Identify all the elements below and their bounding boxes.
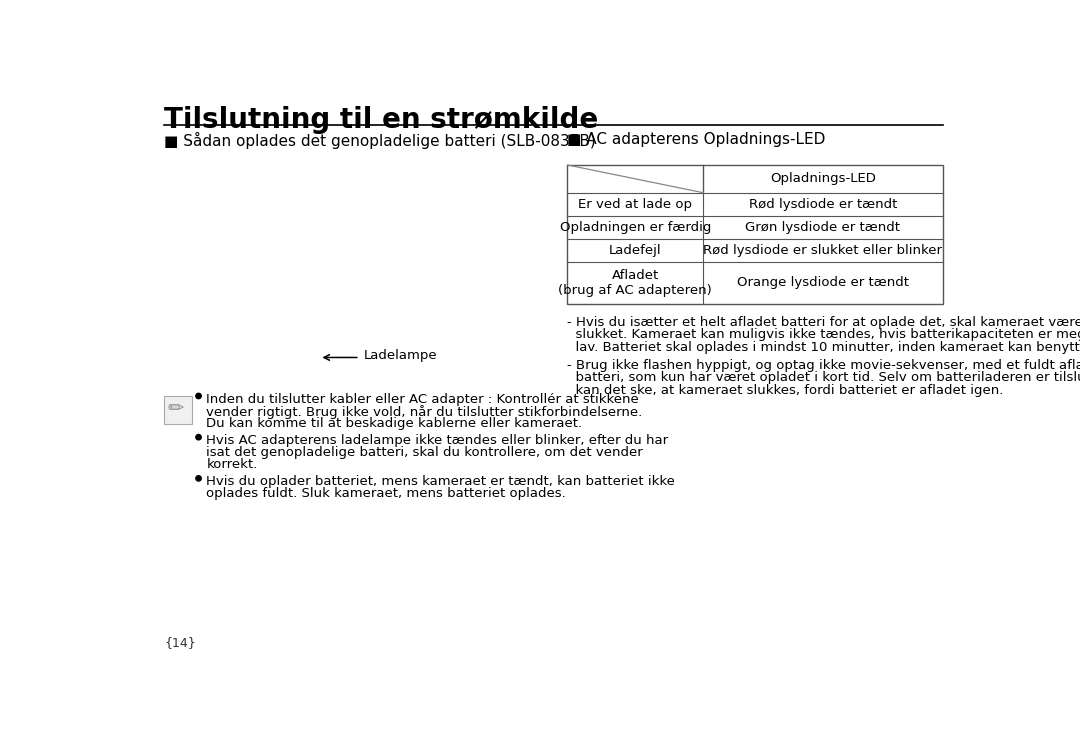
Bar	[164, 396, 192, 424]
Text: - Hvis du isætter et helt afladet batteri for at oplade det, skal kameraet være: - Hvis du isætter et helt afladet batter…	[567, 316, 1080, 329]
Text: lav. Batteriet skal oplades i mindst 10 minutter, inden kameraet kan benyttes.: lav. Batteriet skal oplades i mindst 10 …	[567, 340, 1080, 354]
Text: ■ AC adapterens Opladnings-LED: ■ AC adapterens Opladnings-LED	[567, 132, 826, 147]
Text: Ladefejl: Ladefejl	[609, 244, 662, 257]
Text: slukket. Kameraet kan muligvis ikke tændes, hvis batterikapaciteten er meget: slukket. Kameraet kan muligvis ikke tænd…	[567, 328, 1080, 341]
Text: Rød lysdiode er slukket eller blinker: Rød lysdiode er slukket eller blinker	[703, 244, 943, 257]
Text: Rød lysdiode er tændt: Rød lysdiode er tændt	[748, 198, 897, 211]
Text: - Brug ikke flashen hyppigt, og optag ikke movie-sekvenser, med et fuldt afladet: - Brug ikke flashen hyppigt, og optag ik…	[567, 359, 1080, 372]
Circle shape	[195, 476, 201, 481]
Circle shape	[195, 393, 201, 398]
Text: Er ved at lade op: Er ved at lade op	[578, 198, 692, 211]
Text: Opladnings-LED: Opladnings-LED	[770, 172, 876, 185]
Text: batteri, som kun har været opladet i kort tid. Selv om batteriladeren er tilslut: batteri, som kun har været opladet i kor…	[567, 372, 1080, 384]
Text: Grøn lysdiode er tændt: Grøn lysdiode er tændt	[745, 221, 901, 233]
Text: Hvis du oplader batteriet, mens kameraet er tændt, kan batteriet ikke: Hvis du oplader batteriet, mens kameraet…	[206, 475, 675, 489]
Text: kan det ske, at kameraet slukkes, fordi batteriet er afladet igen.: kan det ske, at kameraet slukkes, fordi …	[567, 383, 1003, 397]
Text: Ladelampe: Ladelampe	[364, 348, 437, 362]
Text: oplades fuldt. Sluk kameraet, mens batteriet oplades.: oplades fuldt. Sluk kameraet, mens batte…	[206, 487, 566, 501]
Text: isat det genopladelige batteri, skal du kontrollere, om det vender: isat det genopladelige batteri, skal du …	[206, 446, 643, 459]
Text: Opladningen er færdig: Opladningen er færdig	[559, 221, 711, 233]
Text: Inden du tilslutter kabler eller AC adapter : Kontrollér at stikkene: Inden du tilslutter kabler eller AC adap…	[206, 393, 639, 406]
Text: ■ Sådan oplades det genopladelige batteri (SLB-0837B): ■ Sådan oplades det genopladelige batter…	[164, 132, 596, 149]
Text: Tilslutning til en strømkilde: Tilslutning til en strømkilde	[164, 106, 598, 134]
Text: ✏: ✏	[167, 399, 184, 418]
Text: Du kan komme til at beskadige kablerne eller kameraet.: Du kan komme til at beskadige kablerne e…	[206, 417, 582, 430]
Text: korrekt.: korrekt.	[206, 458, 257, 471]
Text: Afladet
(brug af AC adapteren): Afladet (brug af AC adapteren)	[558, 269, 712, 297]
Text: {14}: {14}	[164, 636, 197, 648]
Text: vender rigtigt. Brug ikke vold, når du tilslutter stikforbindelserne.: vender rigtigt. Brug ikke vold, når du t…	[206, 405, 643, 419]
Text: Orange lysdiode er tændt: Orange lysdiode er tændt	[737, 276, 908, 289]
Bar	[567, 165, 943, 304]
Text: Hvis AC adapterens ladelampe ikke tændes eller blinker, efter du har: Hvis AC adapterens ladelampe ikke tændes…	[206, 434, 669, 447]
Circle shape	[195, 434, 201, 440]
